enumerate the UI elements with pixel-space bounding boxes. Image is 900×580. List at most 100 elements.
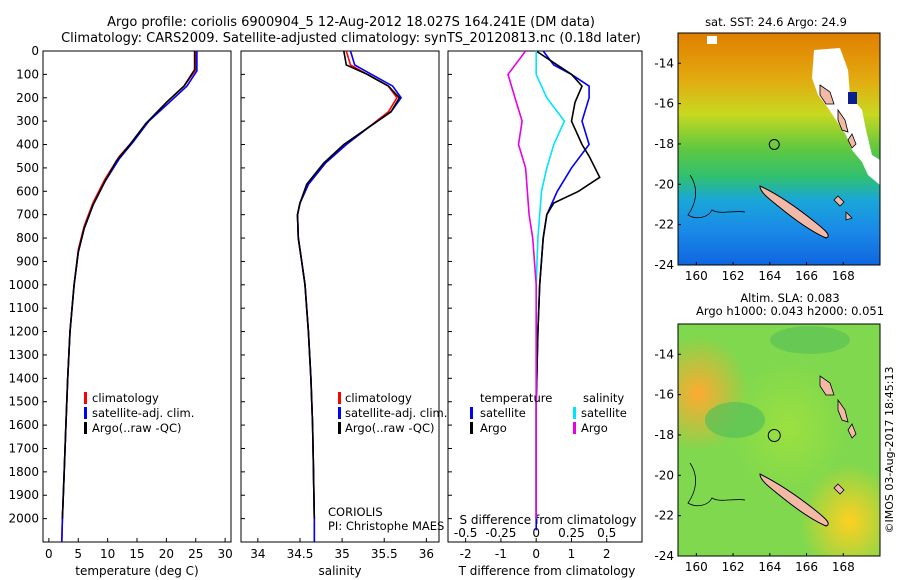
depth-tick-label: 0	[31, 44, 39, 58]
depth-tick-label: 1600	[8, 418, 39, 432]
x-tick-label: -1	[495, 547, 507, 561]
sla-map	[677, 323, 881, 557]
map-x-tick-label: 168	[832, 560, 855, 574]
map-y-tick-label: -20	[654, 468, 674, 482]
coriolis-label: CORIOLIS	[328, 505, 383, 519]
s-difference-axis: -0.5 -0.25 0 0.25 0.5	[454, 526, 616, 540]
series-temperature-satellite	[535, 50, 590, 531]
depth-tick-label: 200	[16, 91, 39, 105]
sla-map-frame	[677, 323, 881, 557]
depth-tick-label: 2000	[8, 512, 39, 526]
legend-swatch-argo	[84, 422, 87, 434]
vanuatu-island	[847, 133, 857, 149]
loyalty-island	[845, 211, 853, 221]
depth-tick-label: 1900	[8, 488, 39, 502]
map-y-tick-label: -14	[654, 56, 674, 70]
legend-label-satellite: satellite-adj. clim.	[92, 406, 194, 420]
legend-swatch-argo	[338, 422, 341, 434]
sla-map-title-1: Altim. SLA: 0.083	[740, 291, 839, 305]
argo-float-marker	[767, 429, 781, 443]
depth-tick-label: 1800	[8, 465, 39, 479]
sla-map-axes: 160 162 164 166 168 -14 -16 -18 -20 -22 -24	[654, 347, 854, 574]
sla-map-title-2: Argo h1000: 0.043 h2000: 0.051	[696, 304, 884, 318]
temperature-axis-label: temperature (deg C)	[75, 564, 198, 578]
title-line-2: Climatology: CARS2009. Satellite-adjuste…	[61, 31, 641, 46]
legend-label-t-satellite: satellite	[480, 406, 526, 420]
s-tick-label: -0.25	[485, 526, 516, 540]
sst-map-title: sat. SST: 24.6 Argo: 24.9	[705, 15, 847, 29]
x-tick-label: 35	[334, 547, 349, 561]
map-y-tick-label: -16	[654, 388, 674, 402]
x-tick-label: 35.5	[371, 547, 398, 561]
legend-swatch-climatology	[338, 392, 341, 404]
map-x-tick-label: 160	[685, 269, 708, 283]
depth-tick-label: 1400	[8, 371, 39, 385]
x-tick-label: 1	[568, 547, 576, 561]
t-difference-axis-label: T difference from climatology	[458, 564, 636, 578]
salinity-axis: 34 34.5 35 35.5 36	[250, 538, 434, 561]
legend-label-satellite: satellite-adj. clim.	[345, 406, 447, 420]
pi-label: PI: Christophe MAES	[328, 519, 444, 533]
legend-label-t-argo: Argo	[480, 421, 507, 435]
s-tick-label: 0.5	[597, 526, 616, 540]
legend-title-temperature: temperature	[480, 391, 552, 405]
new-caledonia-island	[759, 473, 829, 527]
series-argo-raw-qc-	[296, 50, 401, 519]
sst-map-frame	[677, 32, 881, 266]
legend-label-s-argo: Argo	[581, 421, 608, 435]
x-tick-label: 2	[603, 547, 611, 561]
x-tick-label: 34	[250, 547, 265, 561]
reef-contour	[687, 462, 746, 507]
temperature-panel	[42, 50, 232, 543]
depth-tick-label: 300	[16, 114, 39, 128]
argo-float-marker	[768, 139, 780, 151]
depth-tick-label: 1000	[8, 278, 39, 292]
depth-tick-label: 100	[16, 67, 39, 81]
map-x-tick-label: 168	[832, 269, 855, 283]
legend-swatch-t-argo	[470, 422, 473, 434]
depth-tick-label: 1500	[8, 395, 39, 409]
map-x-tick-label: 166	[795, 560, 818, 574]
vanuatu-island	[837, 398, 849, 423]
loyalty-island	[833, 483, 845, 495]
map-y-tick-label: -14	[654, 347, 674, 361]
depth-tick-label: 900	[16, 254, 39, 268]
depth-tick-label: 1100	[8, 301, 39, 315]
difference-legend: temperature satellite Argo salinity sate…	[470, 391, 627, 435]
legend-title-salinity: salinity	[583, 391, 624, 405]
map-x-tick-label: 160	[685, 560, 708, 574]
x-tick-label: 36	[419, 547, 434, 561]
s-difference-axis-label: S difference from climatology	[460, 513, 637, 527]
vanuatu-island	[819, 84, 835, 105]
x-tick-label: 34.5	[287, 547, 314, 561]
sst-cloud-mask	[707, 36, 717, 44]
legend-label-s-satellite: satellite	[581, 406, 627, 420]
loyalty-island	[833, 195, 845, 207]
map-x-tick-label: 166	[795, 269, 818, 283]
map-y-tick-label: -20	[654, 177, 674, 191]
vanuatu-island	[847, 423, 857, 439]
series-salinity-argo	[507, 50, 537, 519]
new-caledonia-island	[759, 185, 829, 239]
depth-tick-label: 400	[16, 138, 39, 152]
difference-panel	[447, 50, 643, 543]
map-y-tick-label: -24	[654, 549, 674, 563]
salinity-panel	[240, 50, 440, 543]
map-y-tick-label: -18	[654, 428, 674, 442]
x-tick-label: 15	[129, 547, 144, 561]
vanuatu-island	[837, 108, 849, 133]
legend-label-argo: Argo(..raw -QC)	[92, 421, 182, 435]
s-tick-label: 0	[532, 526, 540, 540]
sst-map-axes: 160 162 164 166 168 -14 -16 -18 -20 -22 -24	[654, 56, 854, 283]
timestamp: ©IMOS 03-Aug-2017 18:45:13	[883, 367, 896, 534]
legend-swatch-satellite	[338, 407, 341, 419]
series-climatology	[61, 51, 197, 543]
sst-field	[678, 33, 880, 265]
map-x-tick-label: 162	[722, 560, 745, 574]
legend-swatch-s-satellite	[573, 407, 576, 419]
t-difference-axis: -2 -1 0 1 2	[460, 538, 611, 561]
sst-map	[677, 32, 881, 266]
s-tick-label: 0.25	[558, 526, 585, 540]
temperature-axis: 0 5 10 15 20 25 30	[45, 538, 233, 561]
title-line-1: Argo profile: coriolis 6900904_5 12-Aug-…	[107, 15, 595, 30]
